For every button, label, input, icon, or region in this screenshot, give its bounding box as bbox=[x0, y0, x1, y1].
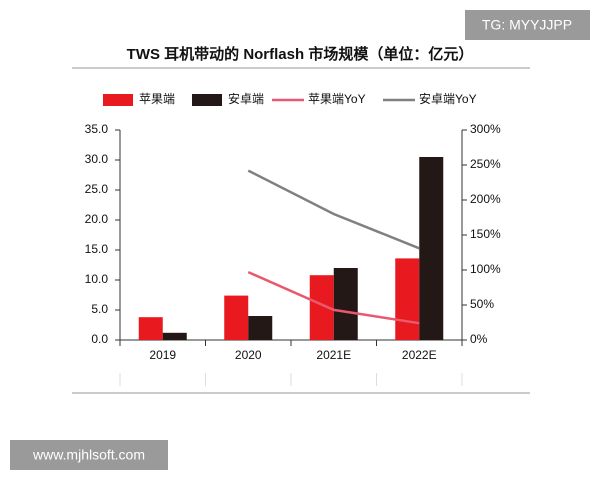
y-tick-label: 35.0 bbox=[85, 122, 109, 136]
legend-swatch bbox=[192, 94, 222, 106]
bar bbox=[248, 316, 273, 340]
x-tick-label: 2020 bbox=[235, 348, 262, 362]
line-series bbox=[247, 169, 420, 250]
watermark: TG: MYYJJPP bbox=[482, 17, 572, 33]
y2-tick-label: 150% bbox=[470, 227, 501, 241]
y2-tick-label: 300% bbox=[470, 122, 501, 136]
y-tick-label: 30.0 bbox=[85, 152, 109, 166]
y2-tick-label: 250% bbox=[470, 157, 501, 171]
bar bbox=[333, 268, 358, 340]
legend-label: 苹果端YoY bbox=[308, 92, 366, 106]
chart-title: TWS 耳机带动的 Norflash 市场规模（单位：亿元） bbox=[127, 45, 474, 63]
y2-tick-label: 0% bbox=[470, 332, 488, 346]
y-tick-label: 5.0 bbox=[91, 302, 108, 316]
legend-swatch bbox=[103, 94, 133, 106]
y-tick-label: 15.0 bbox=[85, 242, 109, 256]
bar bbox=[162, 332, 187, 340]
y-tick-label: 25.0 bbox=[85, 182, 109, 196]
x-tick-label: 2022E bbox=[402, 348, 437, 362]
watermark-box bbox=[465, 10, 590, 40]
bar bbox=[395, 258, 420, 340]
legend-label: 安卓端YoY bbox=[419, 91, 477, 106]
line-series bbox=[247, 270, 420, 325]
y2-tick-label: 100% bbox=[470, 262, 501, 276]
y-tick-label: 20.0 bbox=[85, 212, 109, 226]
y-tick-label: 10.0 bbox=[85, 272, 109, 286]
legend-label: 苹果端 bbox=[139, 92, 175, 106]
legend-label: 安卓端 bbox=[228, 91, 264, 106]
y2-tick-label: 200% bbox=[470, 192, 501, 206]
y-tick-label: 0.0 bbox=[91, 332, 108, 346]
watermark: www.mjhlsoft.com bbox=[32, 447, 145, 463]
bar bbox=[138, 317, 163, 340]
bar bbox=[419, 157, 444, 340]
watermark-box bbox=[10, 440, 168, 470]
x-tick-label: 2019 bbox=[149, 348, 176, 362]
y2-tick-label: 50% bbox=[470, 297, 494, 311]
bar bbox=[224, 295, 249, 340]
x-tick-label: 2021E bbox=[316, 348, 351, 362]
